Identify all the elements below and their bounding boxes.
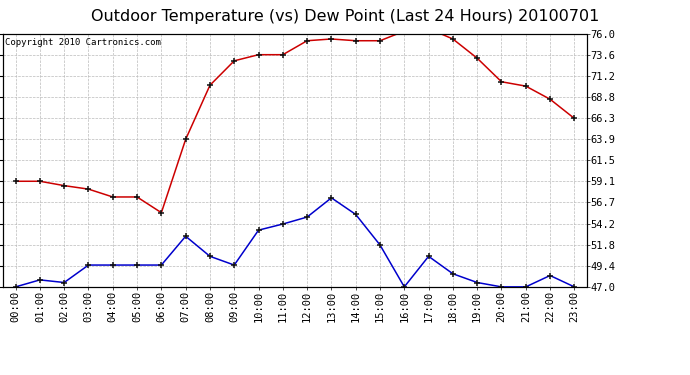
Text: Copyright 2010 Cartronics.com: Copyright 2010 Cartronics.com xyxy=(5,38,161,46)
Text: Outdoor Temperature (vs) Dew Point (Last 24 Hours) 20100701: Outdoor Temperature (vs) Dew Point (Last… xyxy=(91,9,599,24)
